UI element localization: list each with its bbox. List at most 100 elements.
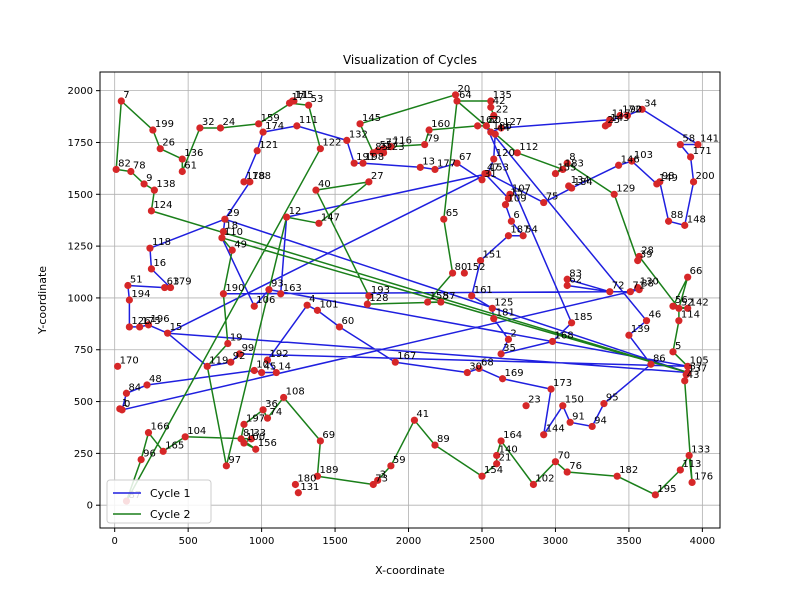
node-point [522,402,530,410]
node-point [684,362,692,370]
node-label: 67 [459,152,472,163]
node-label: 149 [659,173,678,184]
node-label: 71 [632,281,645,292]
node-label: 196 [150,314,169,325]
node-point [566,418,574,426]
node-label: 97 [228,455,241,466]
node-label: 159 [261,113,280,124]
node-point [634,257,642,265]
node-label: 152 [466,262,485,273]
node-label: 162 [480,115,499,126]
node-label: 107 [512,183,531,194]
node-label: 139 [631,324,650,335]
node-label: 90 [629,105,642,116]
node-label: 167 [397,351,416,362]
node-label: 144 [546,424,565,435]
node-point [451,91,460,99]
node-point [681,221,689,229]
node-label: 46 [649,310,662,321]
node-label: 177 [437,158,456,169]
node-label: 182 [619,465,638,476]
node-label: 54 [525,225,538,236]
node-point [551,169,560,178]
node-label: 174 [265,121,284,132]
node-label: 16 [153,258,166,269]
node-label: 180 [297,473,316,484]
plot-frame [100,72,720,528]
node-label: 13 [422,156,435,167]
node-label: 3 [380,469,386,480]
node-label: 147 [321,212,340,223]
node-label: 195 [657,484,676,495]
node-point [143,381,151,389]
node-point [685,451,693,460]
node-point [416,163,424,171]
node-point [568,319,576,327]
node-point [410,416,419,424]
node-label: 136 [184,148,203,159]
x-tick-label: 500 [179,536,198,547]
y-axis-label: Y-coordinate [36,266,49,335]
legend: Cycle 1 Cycle 2 [106,479,212,524]
node-point [250,366,258,375]
node-point [513,149,521,157]
node-label: 14 [278,362,291,373]
node-label: 173 [553,378,572,389]
node-point [222,462,230,470]
node-point [227,358,235,366]
node-label: 135 [493,90,512,101]
node-label: 100 [246,432,265,443]
node-point [463,368,471,377]
node-label: 38 [641,279,654,290]
node-label: 175 [142,316,161,327]
node-label: 35 [503,343,516,354]
x-tick-label: 1500 [322,536,347,547]
y-tick-label: 2000 [68,86,93,97]
node-point [568,184,576,192]
node-point [616,111,624,120]
node-point [563,275,571,283]
node-label: 103 [634,150,653,161]
x-axis-label: X-coordinate [375,564,445,577]
node-label: 81 [243,428,256,439]
node-label: 2 [510,328,516,339]
node-label: 125 [494,297,513,308]
node-label: 183 [565,158,584,169]
node-point [282,213,291,221]
node-point [476,257,485,265]
node-point [478,472,486,480]
node-point [473,122,482,130]
node-label: 18 [225,221,238,232]
node-label: 105 [690,355,709,366]
node-point [137,456,145,464]
node-point [497,350,505,358]
node-point [178,167,186,176]
node-label: 26 [162,138,175,149]
node-label: 57 [443,291,456,302]
node-point [493,451,501,460]
node-label: 21 [499,453,512,464]
plot-area: 0123456789101112131415161718192021222324… [68,71,721,547]
node-label: 119 [209,355,228,366]
node-label: 91 [572,411,585,422]
node-label: 9 [146,173,152,184]
node-label: 11 [296,90,309,101]
y-tick-label: 750 [74,345,93,356]
node-point [604,120,612,128]
node-label: 29 [227,208,240,219]
node-point [540,198,548,207]
node-label: 126 [131,316,150,327]
node-labels: 0123456789101112131415161718192021222324… [118,84,719,501]
node-point [675,317,683,325]
node-point [507,217,515,225]
node-point [272,368,280,377]
y-tick-label: 250 [74,449,93,460]
node-point [588,422,596,431]
node-label: 151 [483,250,502,261]
node-point [313,306,322,314]
node-point [228,246,236,254]
node-label: 55 [380,140,393,151]
node-point [313,472,322,480]
node-point [440,215,448,223]
node-label: 101 [319,299,338,310]
